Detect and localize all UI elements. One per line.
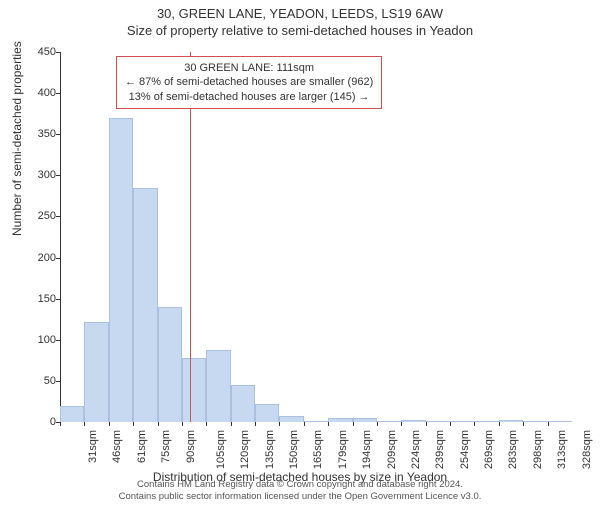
y-tick-label: 300 (26, 169, 56, 181)
histogram-bar (450, 421, 474, 422)
histogram-bar (474, 421, 498, 422)
x-tick-label: 135sqm (264, 430, 276, 469)
y-tick-mark (56, 216, 60, 217)
histogram-bar (109, 118, 133, 422)
y-tick-label: 200 (26, 252, 56, 264)
y-tick-label: 450 (26, 46, 56, 58)
x-tick-label: 31sqm (87, 430, 99, 463)
y-tick-mark (56, 299, 60, 300)
x-tick-mark (304, 422, 305, 426)
y-tick-label: 400 (26, 87, 56, 99)
x-tick-label: 269sqm (483, 430, 495, 469)
x-tick-mark (133, 422, 134, 426)
y-tick-label: 150 (26, 293, 56, 305)
histogram-bar (304, 421, 328, 422)
histogram-bar (548, 421, 572, 422)
x-tick-mark (328, 422, 329, 426)
x-tick-label: 313sqm (556, 430, 568, 469)
y-tick-mark (56, 52, 60, 53)
y-tick-mark (56, 93, 60, 94)
histogram-bar (133, 188, 157, 422)
footer-line-2: Contains public sector information licen… (0, 491, 600, 503)
x-tick-mark (474, 422, 475, 426)
histogram-bar (158, 307, 182, 422)
x-tick-label: 239sqm (434, 430, 446, 469)
x-tick-label: 283sqm (508, 430, 520, 469)
page-subtitle: Size of property relative to semi-detach… (0, 23, 600, 38)
x-tick-mark (158, 422, 159, 426)
footer-line-1: Contains HM Land Registry data © Crown c… (0, 479, 600, 491)
histogram-bar (401, 420, 425, 422)
plot-area: 05010015020025030035040045031sqm46sqm61s… (60, 52, 572, 422)
x-tick-mark (182, 422, 183, 426)
x-tick-mark (499, 422, 500, 426)
x-tick-mark (353, 422, 354, 426)
histogram-chart: 05010015020025030035040045031sqm46sqm61s… (60, 52, 572, 422)
histogram-bar (84, 322, 108, 422)
y-tick-label: 250 (26, 210, 56, 222)
histogram-bar (206, 350, 230, 422)
y-tick-mark (56, 381, 60, 382)
x-tick-label: 194sqm (361, 430, 373, 469)
x-tick-mark (377, 422, 378, 426)
histogram-bar (523, 421, 547, 422)
x-tick-label: 105sqm (215, 430, 227, 469)
x-tick-mark (401, 422, 402, 426)
y-axis-line (60, 52, 61, 422)
x-tick-label: 90sqm (185, 430, 197, 463)
x-tick-mark (206, 422, 207, 426)
x-tick-label: 46sqm (111, 430, 123, 463)
x-tick-label: 61sqm (136, 430, 148, 463)
y-tick-label: 100 (26, 334, 56, 346)
x-tick-label: 75sqm (160, 430, 172, 463)
y-tick-mark (56, 340, 60, 341)
x-tick-mark (109, 422, 110, 426)
x-tick-mark (548, 422, 549, 426)
x-tick-label: 120sqm (239, 430, 251, 469)
annotation-line-1: ← 87% of semi-detached houses are smalle… (125, 75, 373, 89)
histogram-bar (255, 404, 279, 422)
x-tick-label: 150sqm (288, 430, 300, 469)
y-tick-label: 0 (26, 416, 56, 428)
y-tick-mark (56, 134, 60, 135)
x-tick-label: 209sqm (386, 430, 398, 469)
x-tick-mark (279, 422, 280, 426)
x-tick-mark (231, 422, 232, 426)
x-tick-mark (523, 422, 524, 426)
x-tick-mark (60, 422, 61, 426)
histogram-bar (182, 358, 206, 422)
x-tick-label: 298sqm (532, 430, 544, 469)
histogram-bar (499, 420, 523, 422)
footer-attribution: Contains HM Land Registry data © Crown c… (0, 479, 600, 503)
histogram-bar (353, 418, 377, 422)
y-tick-mark (56, 258, 60, 259)
y-tick-label: 350 (26, 128, 56, 140)
y-axis-label: Number of semi-detached properties (10, 41, 24, 236)
x-tick-label: 254sqm (459, 430, 471, 469)
x-tick-label: 328sqm (581, 430, 593, 469)
x-tick-label: 179sqm (337, 430, 349, 469)
page-title: 30, GREEN LANE, YEADON, LEEDS, LS19 6AW (0, 6, 600, 21)
histogram-bar (279, 416, 303, 422)
annotation-line-0: 30 GREEN LANE: 111sqm (125, 61, 373, 75)
x-tick-mark (84, 422, 85, 426)
annotation-line-2: 13% of semi-detached houses are larger (… (125, 90, 373, 104)
annotation-box: 30 GREEN LANE: 111sqm← 87% of semi-detac… (116, 56, 382, 109)
x-tick-mark (255, 422, 256, 426)
x-tick-mark (450, 422, 451, 426)
histogram-bar (231, 385, 255, 422)
x-tick-mark (426, 422, 427, 426)
histogram-bar (60, 406, 84, 422)
y-tick-mark (56, 175, 60, 176)
x-tick-label: 165sqm (313, 430, 325, 469)
y-tick-label: 50 (26, 375, 56, 387)
histogram-bar (328, 418, 352, 422)
histogram-bar (426, 421, 450, 422)
histogram-bar (377, 421, 401, 422)
x-tick-label: 224sqm (410, 430, 422, 469)
